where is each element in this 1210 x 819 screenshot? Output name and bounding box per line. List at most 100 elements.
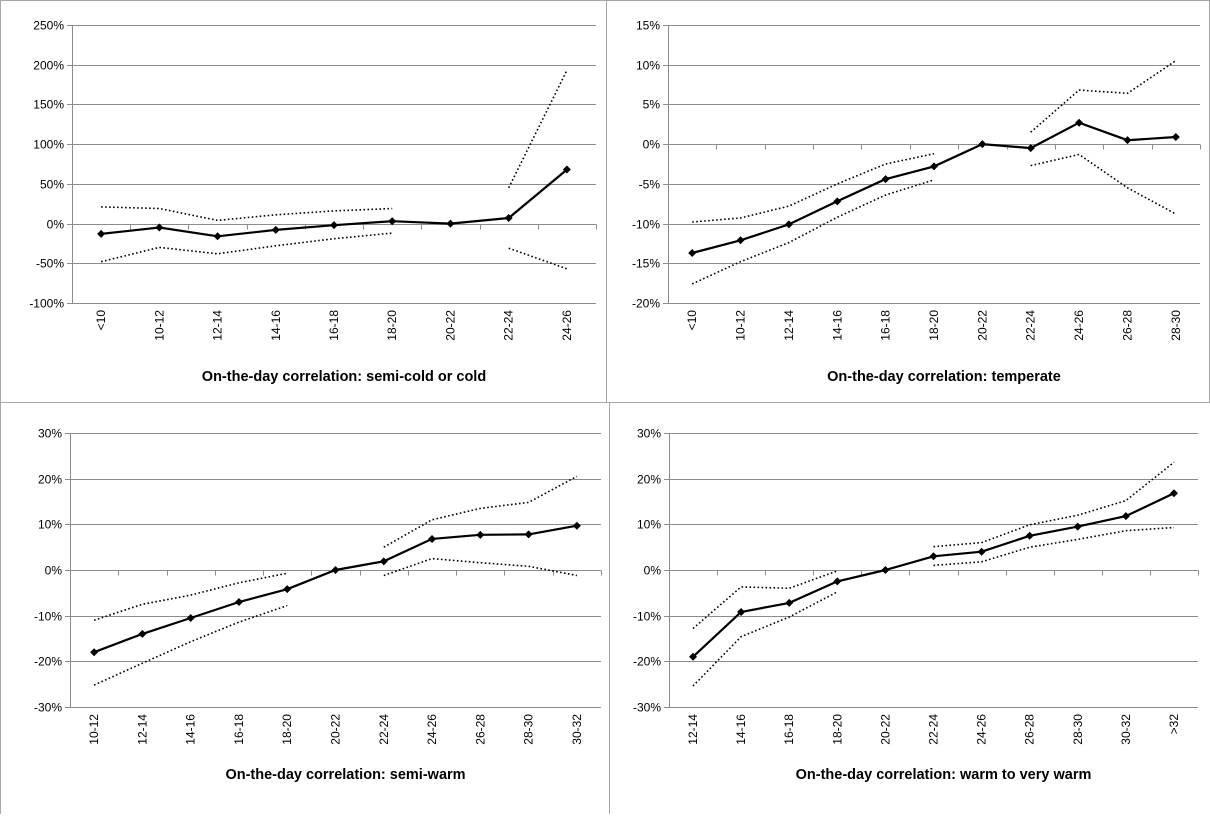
x-tick-label: 14-16	[184, 714, 198, 745]
interval-line	[691, 153, 1177, 285]
y-tick-label: 15%	[636, 19, 660, 33]
x-tick-label: 12-14	[686, 714, 700, 745]
x-tick-label: 28-30	[1169, 310, 1183, 341]
x-tick-label: 18-20	[280, 714, 294, 745]
data-point	[784, 220, 793, 229]
x-tick-label: 22-24	[1024, 310, 1038, 341]
data-point	[572, 521, 581, 530]
data-point	[1026, 144, 1035, 153]
x-tick-label: 26-28	[1023, 714, 1037, 745]
y-tick-label: 0%	[45, 564, 63, 578]
data-point	[1169, 489, 1178, 498]
data-point	[1073, 522, 1082, 531]
x-tick-label: 12-14	[211, 310, 225, 341]
x-tick-label: 24-26	[975, 714, 989, 745]
y-tick-label: 0%	[643, 138, 661, 152]
x-tick-label: 28-30	[522, 714, 536, 745]
x-tick-label: 10-12	[152, 310, 166, 341]
data-point	[155, 223, 164, 232]
data-point	[1075, 118, 1084, 127]
y-tick-label: 5%	[643, 98, 661, 112]
data-point	[562, 165, 571, 174]
data-point	[283, 585, 292, 594]
y-tick-label: 30%	[38, 427, 62, 441]
y-tick-label: -20%	[34, 655, 62, 669]
interval-line	[692, 526, 1175, 687]
y-tick-label: -10%	[632, 218, 660, 232]
data-point	[1123, 136, 1132, 145]
axis-title: On-the-day correlation: temperate	[827, 369, 1061, 385]
y-tick-label: 250%	[33, 19, 64, 33]
data-point	[881, 566, 890, 574]
x-tick-label: 22-24	[502, 310, 516, 341]
data-point	[930, 162, 938, 171]
y-tick-label: -5%	[639, 178, 661, 192]
x-tick-label: 24-26	[425, 714, 439, 745]
x-tick-label: 20-22	[443, 310, 457, 341]
x-tick-label: 14-16	[830, 310, 844, 341]
data-point	[379, 557, 388, 566]
y-tick-label: 30%	[637, 427, 661, 441]
x-tick-label: 22-24	[377, 714, 391, 745]
x-tick-label: 14-16	[269, 310, 283, 341]
data-point	[476, 530, 485, 539]
data-point	[271, 225, 280, 234]
y-tick-label: -100%	[29, 297, 64, 311]
data-point	[97, 229, 106, 238]
x-tick-label: 18-20	[385, 310, 399, 341]
y-tick-label: 0%	[47, 218, 65, 232]
data-point	[388, 217, 397, 226]
interval-line	[93, 475, 578, 621]
x-tick-label: 16-18	[327, 310, 341, 341]
data-point	[1025, 531, 1034, 540]
y-tick-label: 200%	[33, 59, 64, 73]
y-tick-label: 10%	[636, 59, 660, 73]
x-tick-label: 18-20	[830, 714, 844, 745]
data-point	[689, 652, 698, 661]
y-tick-label: 20%	[637, 473, 661, 487]
x-tick-label: 24-26	[560, 310, 574, 341]
interval-line	[692, 60, 1177, 223]
x-tick-label: 12-14	[135, 714, 149, 745]
y-tick-label: 0%	[644, 564, 662, 578]
x-tick-label: 12-14	[782, 310, 796, 341]
data-point	[977, 547, 986, 556]
x-tick-label: 14-16	[734, 714, 748, 745]
x-tick-label: 20-22	[878, 714, 892, 745]
x-tick-label: 16-18	[232, 714, 246, 745]
data-point	[524, 530, 533, 539]
data-point	[978, 140, 987, 149]
x-tick-label: 26-28	[1120, 310, 1134, 341]
y-tick-label: -10%	[34, 610, 62, 624]
y-tick-label: 100%	[33, 138, 64, 152]
x-tick-label: <10	[94, 310, 108, 331]
data-point	[881, 175, 890, 184]
interval-line	[93, 557, 578, 686]
axis-title: On-the-day correlation: semi-warm	[225, 767, 465, 783]
y-tick-label: 10%	[38, 518, 62, 532]
x-tick-label: 10-12	[734, 310, 748, 341]
y-tick-label: 10%	[637, 518, 661, 532]
data-point	[138, 629, 147, 638]
y-tick-label: -50%	[36, 257, 64, 271]
x-tick-label: 22-24	[927, 714, 941, 745]
data-point	[785, 598, 794, 607]
x-tick-label: 18-20	[927, 310, 941, 341]
x-tick-label: >32	[1167, 714, 1181, 735]
axis-title: On-the-day correlation: semi-cold or col…	[202, 369, 486, 385]
axis-title: On-the-day correlation: warm to very war…	[796, 767, 1092, 783]
x-tick-label: 20-22	[975, 310, 989, 341]
x-tick-label: 16-18	[782, 714, 796, 745]
y-tick-label: -10%	[633, 610, 661, 624]
x-tick-label: 24-26	[1072, 310, 1086, 341]
x-tick-label: 10-12	[87, 714, 101, 745]
y-tick-label: -20%	[632, 297, 660, 311]
data-point	[736, 236, 745, 245]
data-point	[90, 648, 99, 657]
x-tick-label: 20-22	[329, 714, 343, 745]
data-point	[737, 608, 746, 617]
data-point	[213, 232, 222, 241]
data-point	[1171, 132, 1180, 141]
